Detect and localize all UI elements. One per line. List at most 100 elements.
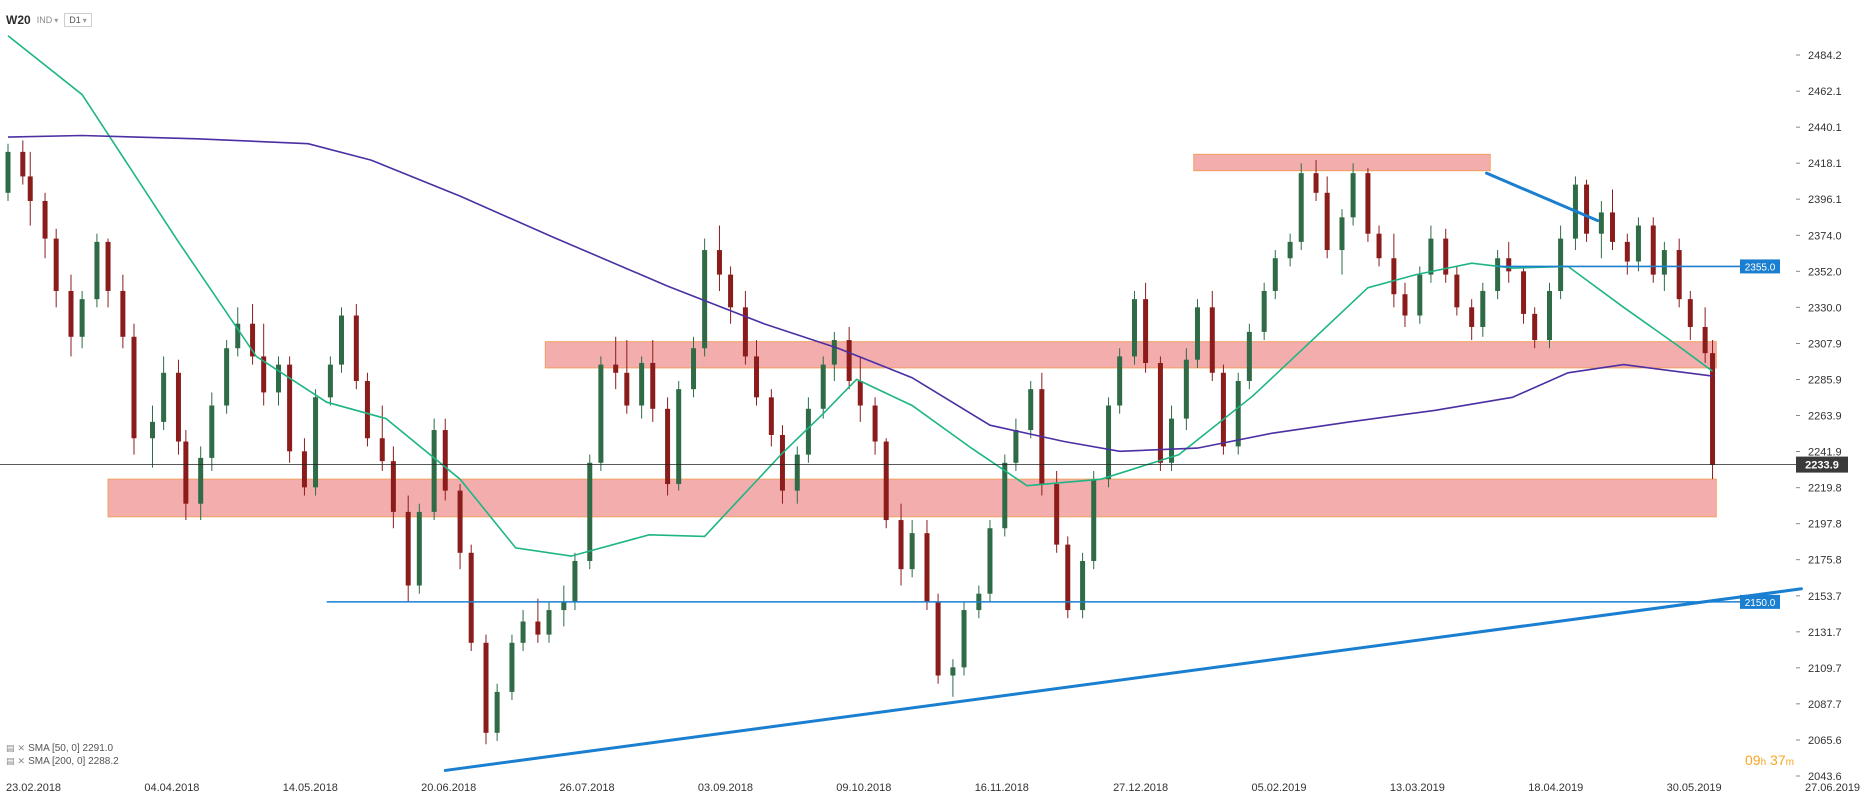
candle-body-104: [1350, 173, 1356, 218]
sma-line-0: [7, 35, 1713, 557]
y-tick-label-0: 2484.2: [1808, 50, 1842, 62]
candle-body-69: [898, 520, 904, 570]
candle-body-105: [1365, 173, 1371, 234]
legend-row-sma50[interactable]: ▤ ✕ SMA [50, 0] 2291.0: [6, 742, 119, 755]
candle-body-28: [364, 380, 370, 439]
candle-body-82: [1065, 544, 1071, 611]
candle-body-29: [379, 438, 385, 462]
candle-body-93: [1209, 307, 1215, 373]
candle-body-64: [831, 340, 837, 365]
candle-body-101: [1313, 173, 1319, 193]
candle-body-83: [1080, 560, 1086, 611]
candle-body-66: [857, 380, 863, 406]
candle-body-1: [20, 151, 26, 177]
x-tick-label-5: 03.09.2018: [698, 782, 753, 794]
candle-body-24: [313, 397, 319, 488]
candle-body-87: [1131, 299, 1137, 357]
price-tag-label-0: 2150.0: [1745, 598, 1776, 609]
candle-body-102: [1324, 192, 1330, 251]
candle-body-67: [872, 405, 878, 442]
resistance-zone-1: [544, 341, 1717, 369]
candle-body-123: [1598, 212, 1604, 234]
candle-body-6: [79, 299, 85, 337]
candle-body-34: [442, 430, 448, 491]
candle-body-124: [1609, 212, 1615, 242]
timer-minutes-unit: m: [1785, 757, 1794, 768]
candle-body-0: [5, 151, 11, 193]
settings-icon[interactable]: ▤: [6, 743, 15, 753]
candle-body-112: [1454, 274, 1460, 308]
candle-body-89: [1157, 362, 1163, 463]
candle-body-125: [1624, 241, 1630, 262]
candle-body-55: [716, 250, 722, 275]
candle-body-31: [405, 511, 411, 586]
candle-body-68: [883, 441, 889, 521]
candle-body-108: [1402, 294, 1408, 316]
y-tick-label-8: 2307.9: [1808, 338, 1842, 350]
candle-body-118: [1532, 313, 1538, 341]
candle-body-46: [598, 364, 604, 463]
candle-body-17: [224, 348, 230, 406]
x-tick-label-3: 20.06.2018: [421, 782, 476, 794]
price-tag-label-1: 2355.0: [1745, 262, 1776, 273]
chevron-down-icon: ▾: [82, 15, 87, 25]
candle-body-92: [1194, 307, 1200, 360]
candle-body-32: [416, 511, 422, 586]
candle-body-8: [105, 241, 111, 291]
candle-body-126: [1635, 225, 1641, 262]
candle-body-41: [535, 621, 541, 635]
y-tick-label-19: 2065.6: [1808, 735, 1842, 747]
candle-body-57: [742, 307, 748, 357]
candle-body-5: [68, 290, 74, 337]
candle-body-116: [1506, 258, 1512, 272]
candle-body-60: [779, 434, 785, 491]
candle-body-90: [1169, 418, 1175, 463]
candle-body-103: [1339, 217, 1345, 251]
y-tick-label-2: 2440.1: [1808, 122, 1842, 134]
candle-body-115: [1495, 258, 1501, 291]
candle-body-52: [676, 389, 682, 485]
settings-icon[interactable]: ▤: [6, 756, 15, 766]
candle-body-47: [613, 364, 619, 373]
candle-body-38: [494, 691, 500, 733]
y-tick-label-17: 2109.7: [1808, 663, 1842, 675]
candle-body-63: [820, 364, 826, 409]
candle-body-114: [1480, 290, 1486, 327]
timeframe-dropdown[interactable]: D1 ▾: [64, 13, 92, 27]
market-dropdown[interactable]: IND ▾: [37, 15, 59, 25]
candle-body-10: [131, 336, 137, 439]
candle-body-107: [1391, 258, 1397, 295]
candle-body-51: [665, 408, 671, 485]
candle-body-74: [961, 610, 967, 668]
candle-body-122: [1584, 184, 1590, 234]
trend-line-2: [443, 587, 1803, 772]
legend-row-sma200[interactable]: ▤ ✕ SMA [200, 0] 2288.2: [6, 755, 119, 768]
candle-body-9: [120, 290, 126, 337]
candle-body-27: [353, 315, 359, 381]
y-tick-label-16: 2131.7: [1808, 627, 1842, 639]
candle-body-33: [431, 430, 437, 512]
candle-body-49: [639, 362, 645, 406]
candle-body-110: [1428, 238, 1434, 275]
candle-body-16: [209, 405, 215, 458]
timer-hours-unit: h: [1760, 757, 1767, 768]
candle-body-96: [1246, 331, 1252, 381]
y-tick-label-13: 2197.8: [1808, 519, 1842, 531]
candle-body-15: [198, 457, 204, 504]
candle-body-97: [1261, 290, 1267, 332]
candle-body-91: [1183, 359, 1189, 419]
candle-body-65: [846, 340, 852, 381]
candle-body-14: [183, 441, 189, 504]
candle-body-117: [1521, 271, 1527, 314]
close-icon[interactable]: ✕: [17, 743, 26, 753]
candle-body-56: [728, 274, 734, 308]
trend-line-3: [1485, 171, 1600, 223]
candle-body-95: [1235, 380, 1241, 447]
candle-body-20: [261, 356, 267, 393]
close-icon[interactable]: ✕: [17, 756, 26, 766]
y-tick-label-20: 2043.6: [1808, 771, 1842, 783]
candle-body-84: [1091, 479, 1097, 561]
resistance-zone-2: [107, 478, 1717, 518]
candle-body-106: [1376, 233, 1382, 259]
